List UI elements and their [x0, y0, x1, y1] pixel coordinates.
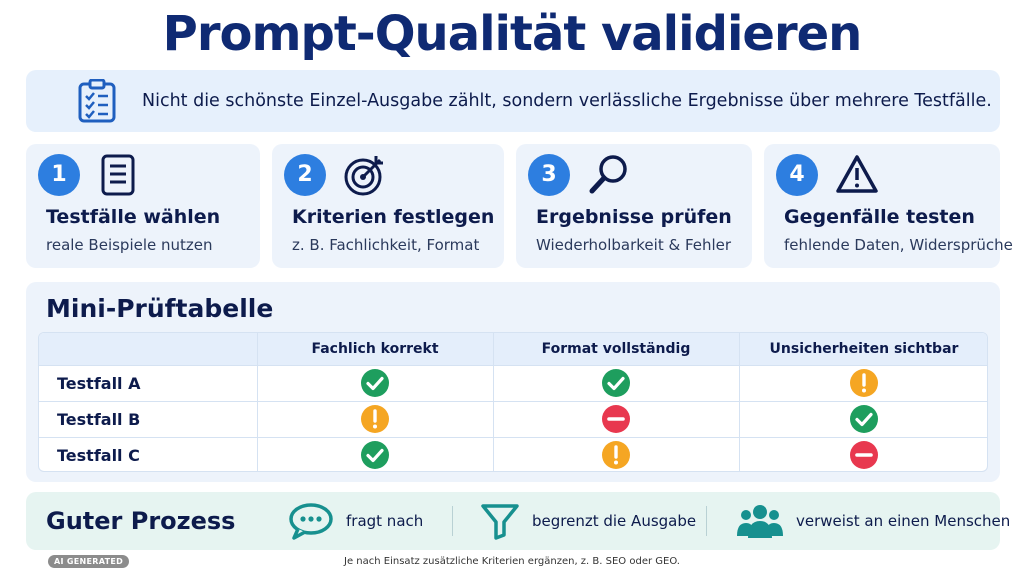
step-number-badge: 4	[776, 154, 818, 196]
info-banner: Nicht die schönste Einzel-Ausgabe zählt,…	[26, 70, 1000, 132]
process-title: Guter Prozess	[46, 507, 236, 535]
warning-status-icon	[602, 441, 630, 469]
column-header: Unsicherheiten sichtbar	[769, 341, 959, 357]
error-status-icon	[850, 441, 878, 469]
row-label: Testfall A	[57, 373, 141, 393]
step-card-4: 4 Gegenfälle testen fehlende Daten, Wide…	[764, 144, 1013, 268]
check-status-icon	[602, 369, 630, 397]
status-cell	[257, 365, 493, 401]
process-item-label: begrenzt die Ausgabe	[532, 512, 697, 530]
check-status-icon	[361, 441, 389, 469]
filter-icon	[481, 504, 519, 540]
clipboard-checklist-icon	[78, 79, 116, 123]
table-title: Mini-Prüftabelle	[46, 294, 274, 323]
chat-bubble-icon	[289, 503, 333, 540]
banner-text: Nicht die schönste Einzel-Ausgabe zählt,…	[142, 91, 992, 111]
step-number-badge: 1	[38, 154, 80, 196]
good-process-bar: Guter Prozess fragt nach begrenzt die Au…	[26, 492, 1010, 550]
people-icon	[737, 505, 783, 538]
status-cell	[493, 365, 739, 401]
column-header: Fachlich korrekt	[311, 341, 439, 357]
status-cell	[739, 401, 987, 437]
step-subtitle: Wiederholbarkeit & Fehler	[536, 236, 732, 254]
step-number-badge: 3	[528, 154, 570, 196]
step-title: Gegenfälle testen	[784, 206, 975, 228]
status-cell	[257, 437, 493, 471]
step-title: Testfälle wählen	[46, 206, 221, 228]
step-card-2: 2 Kriterien festlegen z. B. Fachlichkeit…	[272, 144, 504, 268]
warning-status-icon	[850, 369, 878, 397]
step-card-1: 1 Testfälle wählen reale Beispiele nutze…	[26, 144, 260, 268]
step-title: Ergebnisse prüfen	[536, 206, 732, 228]
table-header-row	[39, 333, 987, 365]
step-title: Kriterien festlegen	[292, 206, 495, 228]
ai-generated-badge: AI GENERATED	[48, 555, 130, 568]
step-subtitle: z. B. Fachlichkeit, Format	[292, 236, 480, 254]
status-cell	[739, 437, 987, 471]
process-item-label: fragt nach	[346, 512, 424, 530]
column-header: Format vollständig	[541, 341, 691, 357]
document-icon	[101, 154, 135, 196]
status-cell	[493, 401, 739, 437]
check-status-icon	[850, 405, 878, 433]
footnote: Je nach Einsatz zusätzliche Kriterien er…	[344, 556, 680, 567]
target-icon	[344, 156, 383, 196]
process-item: begrenzt die Ausgabe	[480, 492, 696, 550]
process-item: fragt nach	[288, 492, 423, 550]
row-label: Testfall B	[57, 409, 141, 429]
warning-icon	[836, 155, 878, 193]
check-table-card: Mini-Prüftabelle Fachlich korrekt Format…	[26, 282, 1000, 482]
step-subtitle: reale Beispiele nutzen	[46, 236, 213, 254]
page-title: Prompt-Qualität validieren	[162, 6, 863, 62]
status-cell	[493, 437, 739, 471]
status-cell	[257, 401, 493, 437]
row-label: Testfall C	[57, 445, 140, 465]
step-number-badge: 2	[284, 154, 326, 196]
process-item: verweist an einen Menschen	[736, 492, 1010, 550]
warning-status-icon	[361, 405, 389, 433]
step-subtitle: fehlende Daten, Widersprüche	[784, 236, 1013, 254]
steps-row: 1 Testfälle wählen reale Beispiele nutze…	[26, 144, 1013, 268]
check-status-icon	[361, 369, 389, 397]
magnifier-icon	[589, 155, 627, 194]
step-card-3: 3 Ergebnisse prüfen Wiederholbarkeit & F…	[516, 144, 752, 268]
status-cell	[739, 365, 987, 401]
error-status-icon	[602, 405, 630, 433]
process-item-label: verweist an einen Menschen	[796, 512, 1011, 530]
check-table: Fachlich korrekt Format vollständig Unsi…	[38, 332, 988, 472]
